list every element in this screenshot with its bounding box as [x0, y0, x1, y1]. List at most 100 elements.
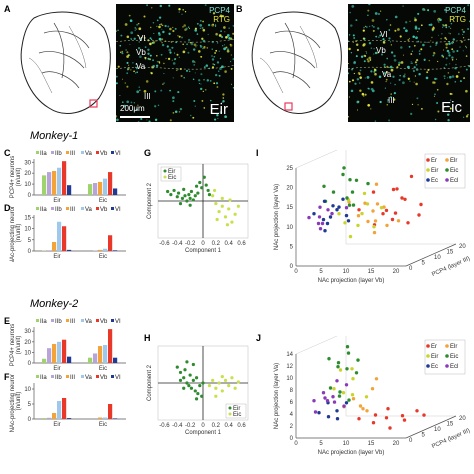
data-point [188, 373, 192, 377]
layer-label-va: Va [136, 62, 146, 71]
cell-dot [177, 68, 179, 70]
cell-dot [161, 38, 164, 41]
x-tick-label: 5 [319, 441, 323, 447]
data-point [386, 407, 390, 411]
data-point [327, 357, 331, 361]
legend-swatch [445, 354, 449, 358]
data-point [169, 193, 173, 197]
legend-label: Va [85, 151, 93, 157]
data-point [379, 206, 384, 210]
cell-dot [381, 53, 383, 56]
cell-dot [433, 95, 435, 97]
x-tick-label: 0 [294, 269, 298, 275]
data-point [350, 393, 355, 397]
cell-dot [445, 63, 448, 66]
cell-dot [150, 6, 153, 9]
data-point [207, 193, 212, 197]
cell-dot [455, 58, 458, 60]
legend-label: Vb [100, 375, 108, 381]
data-point [391, 187, 396, 192]
cell-dot [433, 10, 437, 13]
cell-dot [143, 15, 146, 18]
cell-dot [434, 93, 436, 96]
cell-dot [451, 48, 454, 51]
legend-swatch [51, 207, 54, 210]
cell-dot [374, 51, 378, 55]
cell-dot [232, 58, 234, 61]
cell-dot [389, 82, 392, 84]
cell-dot [441, 54, 444, 57]
cell-dot [169, 119, 172, 122]
bar [98, 249, 103, 251]
data-point [370, 387, 375, 391]
data-point [196, 191, 200, 195]
cell-dot [385, 78, 388, 81]
legend-label: IIa [40, 207, 47, 213]
cell-dot [196, 45, 198, 47]
cell-dot [436, 102, 439, 104]
y-tick-label: 20 [24, 340, 31, 346]
micrograph-label-rtg: RTG [213, 15, 230, 24]
legend-swatch [445, 168, 449, 172]
cell-dot [188, 28, 191, 30]
y-tick-label: 25 [286, 166, 293, 172]
cell-dot [121, 50, 124, 53]
cell-dot [434, 77, 437, 81]
cell-dot [390, 51, 394, 54]
cell-dot [194, 29, 198, 32]
cell-dot [451, 41, 454, 45]
cell-dot [417, 104, 419, 106]
cell-dot [370, 81, 374, 84]
cell-dot [449, 27, 452, 30]
cell-dot [163, 73, 165, 75]
data-point [343, 221, 347, 225]
cell-dot [156, 19, 159, 22]
cell-dot [413, 17, 416, 20]
cell-dot [182, 50, 186, 54]
data-point [328, 215, 333, 219]
data-point [178, 202, 183, 206]
data-point [336, 365, 340, 369]
cell-dot [195, 46, 197, 48]
cell-dot [203, 107, 206, 109]
cell-dot [232, 87, 234, 89]
legend-label: III [70, 375, 75, 381]
bar [42, 175, 47, 195]
cell-dot [372, 25, 375, 28]
cell-dot [163, 62, 165, 65]
cell-dot [400, 46, 403, 49]
cell-dot [190, 42, 194, 46]
cell-dot [353, 61, 356, 65]
cell-dot [150, 38, 153, 41]
cell-dot [214, 24, 217, 26]
cell-dot [178, 7, 181, 11]
data-point [321, 217, 326, 222]
cell-dot [385, 70, 389, 74]
cell-dot [136, 71, 138, 73]
legend-label: IIb [55, 319, 62, 325]
cell-dot [131, 39, 133, 41]
data-point [344, 213, 349, 218]
data-point [393, 211, 398, 215]
y-tick-label: 12 [286, 364, 293, 370]
cell-dot [230, 54, 232, 56]
cell-dot [219, 111, 223, 114]
cell-dot [138, 89, 141, 92]
cell-dot [463, 77, 466, 80]
cell-dot [350, 24, 353, 27]
data-point [361, 407, 365, 411]
cell-dot [169, 27, 172, 31]
cell-dot [215, 73, 218, 77]
cell-dot [415, 82, 418, 86]
grid-line [295, 336, 338, 355]
legend-label: Eic [233, 412, 241, 418]
cell-dot [126, 85, 129, 88]
cell-dot [192, 48, 196, 51]
cell-dot [440, 38, 442, 40]
data-point [217, 209, 221, 214]
data-point [236, 204, 240, 208]
cell-dot [363, 26, 365, 29]
cell-dot [154, 118, 158, 122]
cell-dot [201, 37, 204, 40]
bar [113, 250, 118, 251]
